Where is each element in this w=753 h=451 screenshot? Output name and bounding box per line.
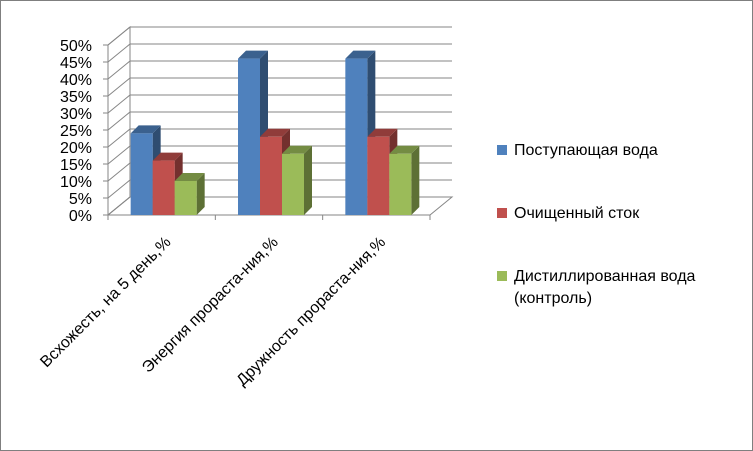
y-tick-label: 50% — [60, 38, 92, 55]
y-tick-label: 20% — [60, 140, 92, 157]
bar-side — [304, 145, 312, 215]
y-axis-ticks: 0%5%10%15%20%25%30%35%40%45%50% — [60, 38, 108, 225]
bar — [174, 173, 205, 215]
bar-front — [174, 181, 197, 215]
y-tick-label: 35% — [60, 89, 92, 106]
bar-top — [389, 145, 420, 154]
legend: Поступающая вода Очищенный сток Дистиллиро… — [497, 142, 696, 307]
gridline — [107, 145, 452, 165]
bar-top — [282, 145, 312, 154]
legend-swatch — [497, 145, 507, 155]
gridlines — [107, 26, 452, 220]
bar-front — [345, 58, 368, 215]
legend-label: Поступающая вода — [514, 142, 658, 159]
y-tick-label: 45% — [60, 55, 92, 72]
bar — [282, 145, 312, 215]
gridline — [107, 196, 452, 216]
legend-label: Дистиллированная вода (контроль) — [514, 268, 696, 307]
bar-side — [411, 145, 420, 215]
y-tick-label: 15% — [60, 157, 92, 174]
gridline — [107, 43, 452, 63]
bar-front — [389, 153, 412, 215]
bar-side — [196, 173, 205, 215]
gridline — [107, 179, 452, 199]
legend-label: Очищенный сток — [514, 205, 640, 222]
bar-top — [174, 173, 205, 181]
bar-front — [238, 58, 260, 215]
bars — [130, 50, 420, 215]
y-tick-label: 30% — [60, 106, 92, 123]
gridline — [107, 77, 452, 97]
bar-front — [130, 133, 153, 215]
bar-front — [282, 153, 304, 215]
bar-front — [152, 160, 175, 215]
y-tick-label: 0% — [69, 208, 92, 225]
bar-top — [367, 128, 398, 137]
y-tick-label: 5% — [69, 191, 92, 208]
y-tick-label: 40% — [60, 72, 92, 89]
bar-top — [152, 152, 183, 161]
gridline — [107, 128, 452, 148]
bar — [389, 145, 420, 215]
bar-top — [345, 50, 376, 59]
y-tick-label: 10% — [60, 174, 92, 191]
gridline — [107, 26, 452, 46]
bar-top — [238, 50, 268, 59]
gridline — [107, 94, 452, 114]
legend-item: Очищенный сток — [497, 205, 640, 222]
legend-item: Дистиллированная вода (контроль) — [497, 268, 696, 307]
bar-top — [260, 128, 290, 137]
gridline — [107, 60, 452, 80]
legend-item: Поступающая вода — [497, 142, 658, 159]
legend-swatch — [497, 208, 507, 218]
bar-top — [130, 125, 161, 134]
gridline — [107, 111, 452, 131]
x-axis-labels: Всхожесть, на 5 день,%Энергия прораста-н… — [37, 234, 389, 390]
bar-front — [260, 136, 282, 215]
gridline — [107, 162, 452, 182]
y-tick-label: 25% — [60, 123, 92, 140]
bar-front — [367, 136, 390, 215]
legend-swatch — [497, 271, 507, 281]
